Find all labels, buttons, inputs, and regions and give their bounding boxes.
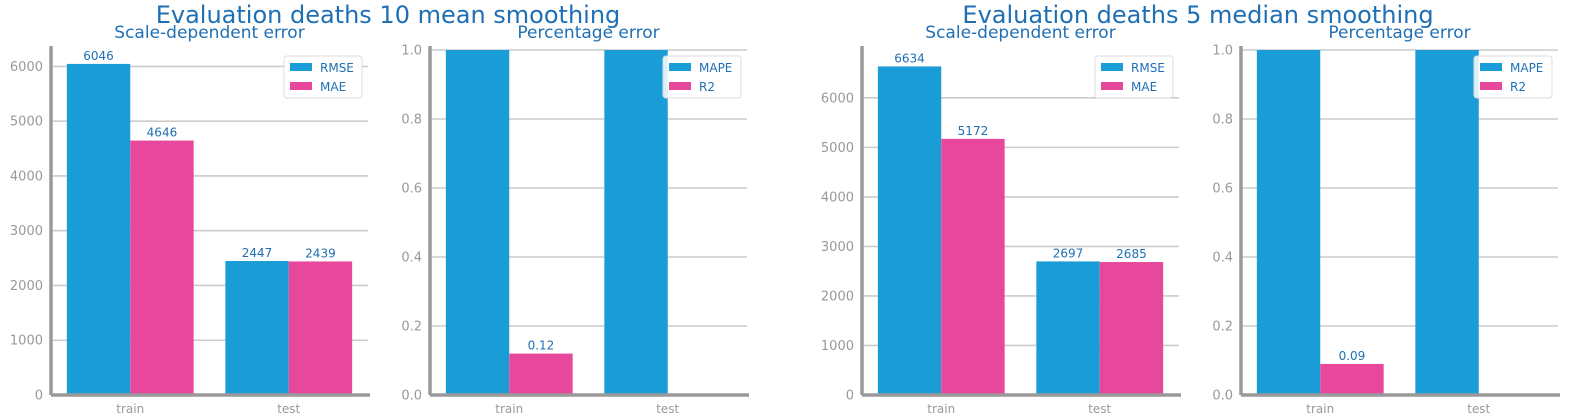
x-tick-label: train xyxy=(1306,402,1334,416)
x-tick-label: train xyxy=(927,402,955,416)
y-tick-label: 3000 xyxy=(10,224,43,239)
chart-panel-2: 0 1000 2000 3000 4000 5000 6000 6634 5172 train 26… xyxy=(821,23,1181,416)
data-label: 2685 xyxy=(1116,247,1147,261)
bar-mae-train xyxy=(941,138,1005,395)
legend-label: MAPE xyxy=(699,61,732,75)
data-label: 6046 xyxy=(83,49,114,63)
bar-mape-test xyxy=(1415,50,1479,395)
y-tick-label: 5000 xyxy=(821,141,854,156)
bar-mae-test xyxy=(1099,262,1164,395)
x-tick-label: test xyxy=(277,402,300,416)
y-tick-label: 2000 xyxy=(821,289,854,304)
y-tick-label: 4000 xyxy=(821,190,854,205)
bar-rmse-train xyxy=(877,66,942,395)
y-tick-label: 1.0 xyxy=(1212,44,1233,59)
y-tick-label: 1.0 xyxy=(401,44,422,59)
data-label: 4646 xyxy=(147,126,178,140)
x-tick-label: train xyxy=(116,402,144,416)
y-tick-label: 0.4 xyxy=(1212,251,1233,266)
y-tick-label: 6000 xyxy=(10,60,43,75)
y-tick-label: 0.4 xyxy=(401,251,422,266)
x-tick-label: test xyxy=(1088,402,1111,416)
y-tick-label: 0.6 xyxy=(1212,182,1233,197)
x-tick-label: train xyxy=(495,402,523,416)
y-tick-label: 6000 xyxy=(821,91,854,106)
legend-swatch xyxy=(1480,63,1502,71)
legend-label: R2 xyxy=(1510,80,1526,94)
legend-label: MAE xyxy=(1131,80,1157,94)
chart-panel-0: 0 1000 2000 3000 4000 5000 6000 6046 4646 train 24… xyxy=(10,23,370,416)
bar-mae-test xyxy=(288,261,353,395)
y-tick-label: 1000 xyxy=(821,339,854,354)
data-label: 6634 xyxy=(894,51,925,65)
legend-swatch xyxy=(1101,63,1123,71)
bar-mape-train xyxy=(1256,50,1321,395)
legend-swatch xyxy=(290,82,312,90)
figure-title-right: Evaluation deaths 5 median smoothing xyxy=(962,1,1434,29)
bar-mape-train xyxy=(445,50,510,395)
bar-rmse-train xyxy=(66,63,131,396)
y-tick-label: 4000 xyxy=(10,169,43,184)
legend-label: MAPE xyxy=(1510,61,1543,75)
legend-swatch xyxy=(1480,82,1502,90)
data-label: 5172 xyxy=(958,124,989,138)
y-tick-label: 1000 xyxy=(10,334,43,349)
legend-label: RMSE xyxy=(320,61,354,75)
x-tick-label: test xyxy=(1467,402,1490,416)
y-tick-label: 0.0 xyxy=(401,389,422,404)
bar-r2-train xyxy=(1320,363,1384,395)
legend-label: MAE xyxy=(320,80,346,94)
y-tick-label: 5000 xyxy=(10,115,43,130)
chart-panel-1: 0.0 0.2 0.4 0.6 0.8 1.0 0.12 train test Percentag… xyxy=(401,23,749,416)
legend-swatch xyxy=(1101,82,1123,90)
data-label: 2447 xyxy=(242,246,273,260)
y-tick-label: 0.8 xyxy=(1212,113,1233,128)
bar-mae-train xyxy=(130,140,194,395)
bar-mape-test xyxy=(604,50,668,395)
bar-rmse-test xyxy=(1036,261,1100,395)
chart-title: Scale-dependent error xyxy=(925,23,1115,43)
y-tick-label: 0.0 xyxy=(1212,389,1233,404)
y-tick-label: 3000 xyxy=(821,240,854,255)
bar-rmse-test xyxy=(225,260,289,395)
chart-title: Scale-dependent error xyxy=(114,23,304,43)
y-tick-label: 0 xyxy=(35,389,43,404)
y-tick-label: 0.8 xyxy=(401,113,422,128)
data-label: 2697 xyxy=(1053,246,1084,260)
legend-swatch xyxy=(669,82,691,90)
data-label: 2439 xyxy=(305,246,336,260)
chart-panel-3: 0.0 0.2 0.4 0.6 0.8 1.0 0.09 train test Percentag… xyxy=(1212,23,1560,416)
x-tick-label: test xyxy=(656,402,679,416)
chart-title: Percentage error xyxy=(1328,23,1470,43)
data-label: 0.12 xyxy=(528,339,555,353)
legend-label: R2 xyxy=(699,80,715,94)
y-tick-label: 0 xyxy=(846,389,854,404)
legend-swatch xyxy=(669,63,691,71)
data-label: 0.09 xyxy=(1339,349,1366,363)
figure-title-left: Evaluation deaths 10 mean smoothing xyxy=(155,1,621,29)
chart-title: Percentage error xyxy=(517,23,659,43)
bar-r2-train xyxy=(509,353,573,395)
y-tick-label: 0.6 xyxy=(401,182,422,197)
legend-swatch xyxy=(290,63,312,71)
legend-label: RMSE xyxy=(1131,61,1165,75)
y-tick-label: 2000 xyxy=(10,279,43,294)
y-tick-label: 0.2 xyxy=(401,320,422,335)
y-tick-label: 0.2 xyxy=(1212,320,1233,335)
